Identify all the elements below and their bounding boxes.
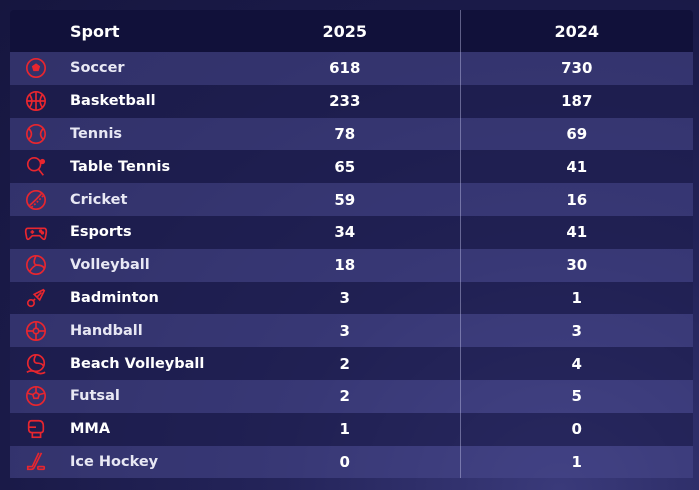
shuttlecock-icon — [10, 282, 62, 315]
value-2025: 618 — [230, 52, 461, 85]
table-row: Ice Hockey 0 1 — [10, 445, 693, 479]
soccer-ball-icon — [10, 52, 62, 85]
sport-name: Badminton — [70, 289, 159, 306]
table-header: Sport 2025 2024 — [10, 10, 693, 52]
value-2024: 187 — [561, 92, 593, 111]
value-2024: 730 — [561, 59, 593, 78]
sport-name: Tennis — [70, 125, 123, 142]
hockey-stick-icon — [10, 446, 62, 479]
header-icon-column — [10, 10, 62, 52]
gamepad-icon — [10, 216, 62, 249]
table-tennis-icon — [10, 150, 62, 183]
value-2024: 3 — [571, 321, 582, 340]
value-2024: 69 — [566, 124, 588, 143]
value-2025: 233 — [230, 84, 461, 118]
sport-name: Volleyball — [70, 257, 150, 274]
sport-name: Futsal — [70, 388, 120, 405]
tennis-ball-icon — [10, 118, 62, 151]
value-2024: 41 — [566, 223, 588, 242]
value-2025: 0 — [230, 445, 461, 479]
sport-name: Esports — [70, 224, 132, 241]
sport-name: Beach Volleyball — [70, 355, 205, 372]
beach-volleyball-icon — [10, 347, 62, 380]
value-2024: 1 — [571, 452, 582, 471]
table-row: Tennis 78 69 — [10, 117, 693, 151]
sport-name: Ice Hockey — [70, 453, 159, 470]
header-row: Sport 2025 2024 — [10, 10, 693, 52]
value-2024: 16 — [566, 190, 588, 209]
header-2025[interactable]: 2025 — [230, 10, 461, 52]
sport-name: Table Tennis — [70, 158, 171, 175]
sport-name: Soccer — [70, 60, 125, 77]
table-row: Esports 34 41 — [10, 215, 693, 249]
handball-icon — [10, 314, 62, 347]
value-2024: 30 — [566, 256, 588, 275]
sport-name: Basketball — [70, 93, 156, 110]
boxing-glove-icon — [10, 413, 62, 446]
value-2025: 65 — [230, 150, 461, 184]
sport-name: Handball — [70, 322, 143, 339]
value-2025: 18 — [230, 248, 461, 282]
volleyball-icon — [10, 249, 62, 282]
table-row: Basketball 233 187 — [10, 84, 693, 118]
value-2025: 3 — [230, 314, 461, 348]
sport-name: Cricket — [70, 191, 128, 208]
table-row: Soccer 618 730 — [10, 52, 693, 85]
table-row: Handball 3 3 — [10, 314, 693, 348]
table-row: Beach Volleyball 2 4 — [10, 347, 693, 380]
value-2025: 3 — [230, 281, 461, 315]
value-2024: 0 — [571, 420, 582, 439]
sports-table-container: Sport 2025 2024 Soccer 618 730 — [10, 10, 693, 484]
table-row: Badminton 3 1 — [10, 281, 693, 315]
value-2024: 4 — [571, 354, 582, 373]
cricket-ball-icon — [10, 183, 62, 216]
value-2025: 34 — [230, 215, 461, 249]
value-2025: 59 — [230, 183, 461, 216]
table-row: Table Tennis 65 41 — [10, 150, 693, 184]
basketball-icon — [10, 85, 62, 118]
table-row: Futsal 2 5 — [10, 379, 693, 413]
value-2025: 78 — [230, 117, 461, 151]
value-2025: 1 — [230, 412, 461, 446]
header-2024[interactable]: 2024 — [554, 21, 600, 41]
table-row: MMA 1 0 — [10, 412, 693, 446]
sport-name: MMA — [70, 421, 111, 438]
value-2025: 2 — [230, 379, 461, 413]
value-2024: 1 — [571, 288, 582, 307]
table-body: Soccer 618 730 Basketball 233 187 — [10, 52, 693, 479]
sports-table: Sport 2025 2024 Soccer 618 730 — [10, 10, 693, 479]
header-sport[interactable]: Sport — [70, 21, 120, 41]
value-2024: 5 — [571, 387, 582, 406]
value-2024: 41 — [566, 157, 588, 176]
table-row: Volleyball 18 30 — [10, 248, 693, 282]
value-2025: 2 — [230, 347, 461, 380]
table-row: Cricket 59 16 — [10, 183, 693, 216]
futsal-ball-icon — [10, 380, 62, 413]
